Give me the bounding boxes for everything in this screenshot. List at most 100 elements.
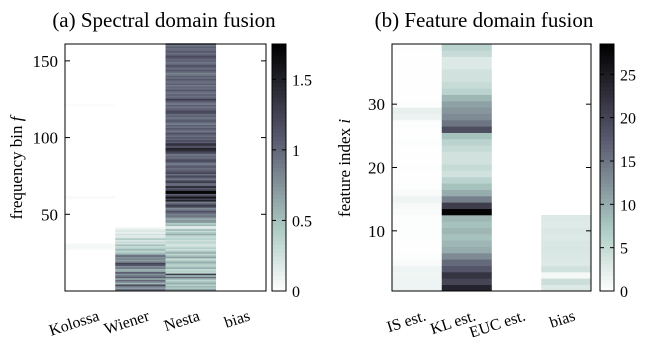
colorbar-segment (600, 209, 614, 215)
heatmap-cell (165, 47, 217, 50)
heatmap-cell (165, 101, 217, 104)
colorbar-tick-label: 10 (620, 197, 636, 214)
colorbar-segment (600, 74, 614, 80)
heatmap-cell (165, 55, 217, 58)
heatmap-cell (165, 239, 217, 242)
heatmap-cell (165, 76, 217, 79)
colorbar-segment (272, 155, 286, 161)
colorbar-segment (272, 229, 286, 234)
heatmap-cell (115, 285, 166, 288)
colorbar-segment (600, 94, 614, 99)
x-tick-label: IS est. (385, 308, 428, 337)
heatmap-cell (392, 259, 443, 266)
heatmap-cell (392, 50, 443, 57)
heatmap-cell (165, 144, 217, 147)
heatmap-cell (165, 224, 217, 227)
heatmap-cell (165, 135, 217, 138)
colorbar-segment (272, 74, 286, 80)
heatmap-cell (115, 268, 166, 271)
colorbar-segment (272, 175, 286, 180)
heatmap-cell (441, 234, 492, 241)
heatmap-cell (441, 63, 492, 70)
heatmap-cell (165, 155, 217, 158)
heatmap-cell (165, 129, 217, 131)
heatmap-cell (165, 190, 217, 193)
heatmap-cell (165, 116, 217, 119)
heatmap-cell (165, 95, 217, 98)
heatmap-cell (441, 44, 492, 51)
heatmap-cell (115, 277, 166, 280)
colorbar-segment (600, 105, 614, 111)
heatmap-cell (165, 133, 217, 136)
heatmap-cell (392, 227, 443, 235)
heatmap-cell (541, 246, 592, 254)
heatmap-cell (115, 267, 166, 270)
heatmap-cell (165, 132, 217, 135)
colorbar-segment (600, 71, 614, 76)
panel-b: (b) Feature domain fusion 10 20 30 feature… (335, 8, 636, 337)
colorbar-tick-label: 20 (620, 111, 636, 128)
heatmap-cell (541, 278, 592, 285)
colorbar-segment (600, 263, 614, 269)
heatmap-cell (115, 227, 166, 230)
colorbar-segment (272, 109, 286, 114)
heatmap-cell (165, 195, 217, 197)
heatmap-cell (392, 44, 443, 51)
colorbar-tick-label: 15 (620, 154, 636, 171)
heatmap-cell (165, 222, 217, 225)
heatmap-cell (441, 69, 492, 76)
heatmap-cell (165, 182, 217, 185)
colorbar-segment (272, 132, 286, 138)
y-axis-ticks-b: 10 20 30 (368, 95, 591, 241)
heatmap-cell (441, 196, 492, 203)
heatmap-cell (165, 198, 217, 201)
colorbar-segment (272, 263, 286, 269)
heatmap-cell (165, 279, 217, 282)
heatmap-cell (165, 170, 217, 173)
heatmap-cell (392, 221, 443, 228)
y-tick-label: 100 (33, 129, 59, 148)
colorbar-tick-label: 1.5 (292, 72, 312, 89)
colorbar-segment (600, 252, 614, 257)
heatmap-cell (165, 262, 217, 265)
colorbar-segment (272, 240, 286, 246)
heatmap-cells-a (65, 43, 217, 291)
heatmap-cell (165, 72, 217, 75)
colorbar-segment (272, 163, 286, 168)
colorbar-segment (272, 179, 286, 184)
heatmap-cell (165, 207, 217, 210)
colorbar-segment (272, 47, 286, 53)
colorbar-segment (600, 90, 614, 95)
heatmap-cell (441, 189, 492, 197)
heatmap-cell (165, 251, 217, 254)
heatmap-cell (165, 259, 217, 262)
heatmap-cell (165, 153, 217, 156)
colorbar-segment (600, 182, 614, 188)
heatmap-cell (165, 93, 217, 96)
heatmap-cell (392, 107, 443, 114)
heatmap-cell (165, 106, 217, 108)
heatmap-cell (441, 170, 492, 178)
heatmap-cell (165, 169, 217, 171)
chart-title-a: (a) Spectral domain fusion (52, 8, 276, 32)
colorbar-segment (600, 98, 614, 103)
colorbar-segment (272, 198, 286, 203)
heatmap-cell (115, 236, 166, 239)
heatmap-cell (392, 278, 443, 285)
heatmap-cell (165, 124, 217, 127)
heatmap-cell (441, 253, 492, 260)
colorbar-segment (600, 167, 614, 172)
heatmap-cell (115, 242, 166, 245)
heatmap-cell (441, 50, 492, 57)
heatmap-cell (392, 126, 443, 133)
heatmap-cell (165, 179, 217, 182)
heatmap-cell (541, 240, 592, 247)
heatmap-cell (165, 152, 217, 154)
colorbar-segment (600, 78, 614, 83)
colorbar-segment (272, 86, 286, 91)
heatmap-cell (441, 88, 492, 95)
heatmap-cell (541, 265, 592, 273)
y-tick-label: 150 (33, 52, 59, 71)
heatmap-cell (165, 187, 217, 190)
heatmap-cell (165, 58, 217, 61)
